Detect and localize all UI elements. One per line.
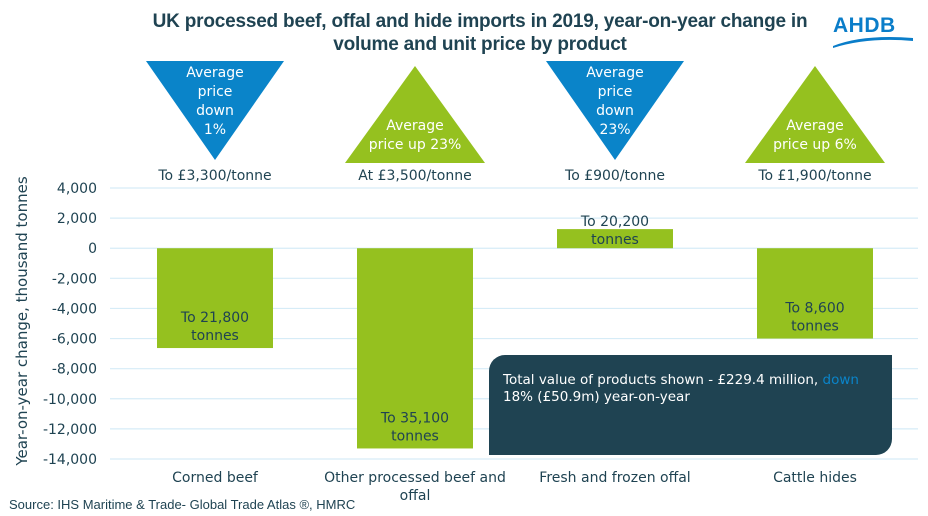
y-tick-label: 4,000 [57,181,97,197]
price-annotation-text: price [598,84,633,100]
chart-title: UK processed beef, offal and hide import… [152,11,808,55]
price-down-triangle [546,61,684,160]
price-up-triangle [345,66,485,163]
bar-label: To 8,600 [784,301,844,317]
logo-wave-icon [833,37,913,48]
price-annotation-text: down [196,103,234,119]
bar-label: tonnes [391,428,439,444]
y-tick-label: -8,000 [52,362,97,378]
price-annotation-text: 1% [204,122,226,138]
price-annotation-text: price [198,84,233,100]
category-label: offal [400,488,431,504]
callout-text-before: Total value of products shown - £229.4 m… [503,372,823,388]
y-tick-label: 0 [88,241,97,257]
unit-price-label: At £3,500/tonne [358,168,471,184]
category-label: Fresh and frozen offal [539,470,690,486]
callout-text-after: 18% (£50.9m) year-on-year [503,389,690,405]
price-annotation-text: Average [386,118,444,134]
y-tick-label: -14,000 [43,452,97,468]
category-label: Cattle hides [773,470,857,486]
price-up-triangle [745,66,885,163]
bar [757,248,873,339]
price-annotation-text: Average [186,65,244,81]
price-annotation-text: price up 6% [773,137,857,153]
bar-label: tonnes [191,328,239,344]
price-annotation-text: price up 23% [369,137,462,153]
source-note: Source: IHS Maritime & Trade- Global Tra… [9,497,356,512]
y-tick-label: 2,000 [57,211,97,227]
y-tick-label: -12,000 [43,422,97,438]
bar [557,229,673,249]
y-tick-label: -2,000 [52,271,97,287]
bar [357,248,473,449]
price-down-triangle [146,61,284,160]
ahdb-logo: AHDB [833,14,913,48]
price-annotation-text: Average [786,118,844,134]
logo-text: AHDB [833,14,896,37]
bar-label: tonnes [591,232,639,248]
category-label: Other processed beef and [324,470,506,486]
bar-label: To 20,200 [580,214,649,230]
callout-highlight: down [822,372,859,388]
y-tick-label: -10,000 [43,392,97,408]
bar-label: To 35,100 [380,410,449,426]
bar-label: To 21,800 [180,310,249,326]
category-label: Corned beef [172,470,259,486]
y-tick-label: -6,000 [52,332,97,348]
unit-price-label: To £900/tonne [564,168,665,184]
bar-label: tonnes [791,319,839,335]
price-annotation-text: 23% [599,122,630,138]
y-tick-label: -4,000 [52,301,97,317]
unit-price-label: To £1,900/tonne [757,168,871,184]
bar [157,248,273,349]
price-annotation-text: down [596,103,634,119]
unit-price-label: To £3,300/tonne [157,168,271,184]
price-annotation-text: Average [586,65,644,81]
total-value-callout: Total value of products shown - £229.4 m… [489,355,892,455]
